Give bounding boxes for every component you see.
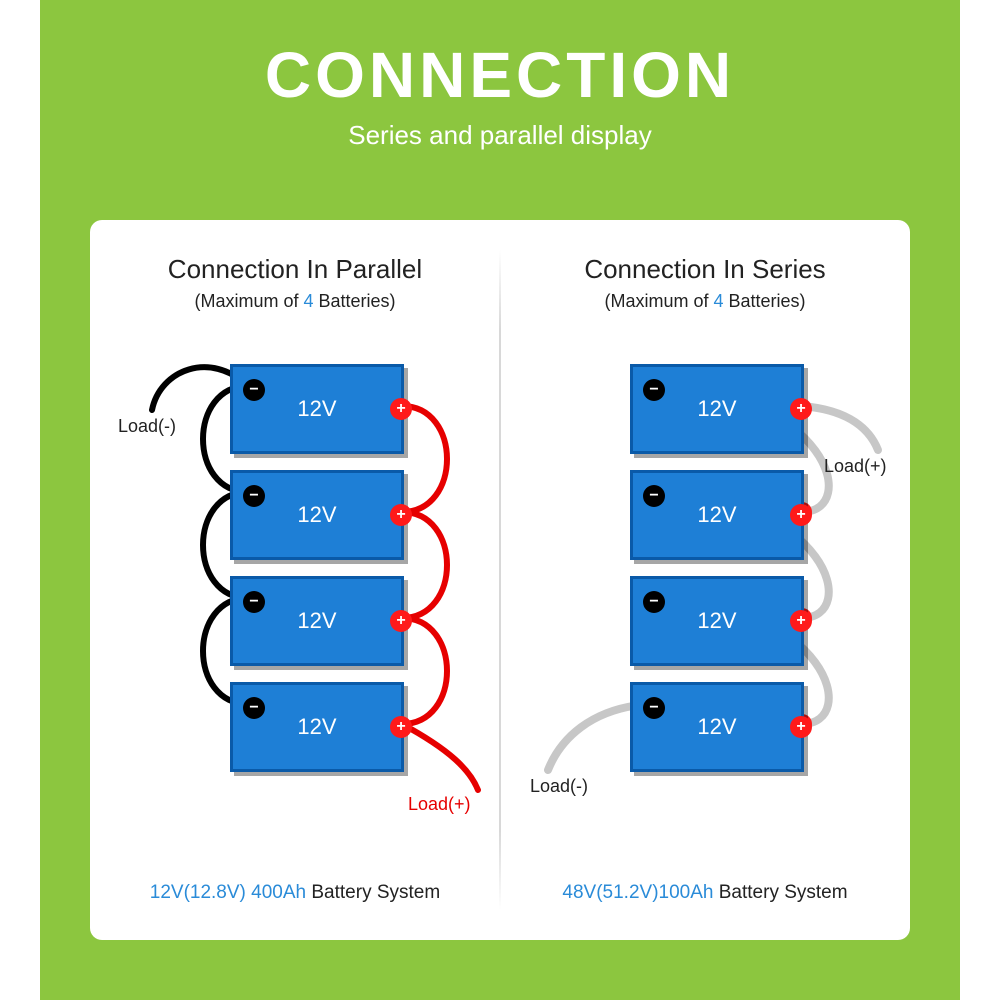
load-pos-label: Load(+) (824, 456, 887, 477)
battery-voltage-label: 12V (297, 608, 336, 633)
neg-terminal-icon: − (243, 379, 265, 401)
battery-cell: 12V − + (230, 470, 404, 560)
panel-series-sub-suffix: Batteries) (724, 291, 806, 311)
parallel-system-spec: 12V(12.8V) 400Ah Battery System (90, 882, 500, 904)
panel-series-sub: (Maximum of 4 Batteries) (500, 291, 910, 312)
card: Connection In Parallel (Maximum of 4 Bat… (90, 220, 910, 940)
battery-voltage-label: 12V (697, 502, 736, 527)
series-system-hl: 48V(51.2V)100Ah (562, 882, 713, 903)
neg-terminal-icon: − (243, 697, 265, 719)
panel-parallel-sub-prefix: (Maximum of (194, 291, 303, 311)
pos-terminal-icon: + (790, 398, 812, 420)
pos-terminal-icon: + (390, 398, 412, 420)
panel-series-title: Connection In Series (500, 254, 910, 285)
pos-terminal-icon: + (390, 504, 412, 526)
pos-terminal-icon: + (790, 716, 812, 738)
neg-terminal-icon: − (243, 485, 265, 507)
parallel-system-hl: 12V(12.8V) 400Ah (150, 882, 306, 903)
pos-terminal-icon: + (790, 610, 812, 632)
battery-voltage-label: 12V (697, 396, 736, 421)
neg-terminal-icon: − (643, 697, 665, 719)
series-system-spec: 48V(51.2V)100Ah Battery System (500, 882, 910, 904)
panel-parallel-sub-count: 4 (303, 291, 313, 311)
panel-series-sub-prefix: (Maximum of (604, 291, 713, 311)
parallel-system-rest: Battery System (306, 882, 440, 903)
battery-cell: 12V − + (230, 576, 404, 666)
neg-terminal-icon: − (643, 591, 665, 613)
panel-parallel-sub-suffix: Batteries) (314, 291, 396, 311)
page-title: CONNECTION (40, 38, 960, 112)
pos-terminal-icon: + (390, 610, 412, 632)
battery-cell: 12V − + (230, 364, 404, 454)
load-neg-label: Load(-) (118, 416, 176, 437)
battery-voltage-label: 12V (697, 714, 736, 739)
neg-terminal-icon: − (643, 379, 665, 401)
neg-terminal-icon: − (243, 591, 265, 613)
battery-cell: 12V − + (230, 682, 404, 772)
page-subtitle: Series and parallel display (40, 120, 960, 151)
load-pos-label: Load(+) (408, 794, 471, 815)
neg-terminal-icon: − (643, 485, 665, 507)
battery-cell: 12V − + (630, 470, 804, 560)
battery-cell: 12V − + (630, 364, 804, 454)
panel-parallel: Connection In Parallel (Maximum of 4 Bat… (90, 220, 500, 940)
panel-series-sub-count: 4 (713, 291, 723, 311)
battery-voltage-label: 12V (297, 396, 336, 421)
pos-terminal-icon: + (390, 716, 412, 738)
panel-parallel-title: Connection In Parallel (90, 254, 500, 285)
series-system-rest: Battery System (713, 882, 847, 903)
battery-voltage-label: 12V (297, 502, 336, 527)
battery-cell: 12V − + (630, 682, 804, 772)
battery-voltage-label: 12V (297, 714, 336, 739)
pos-terminal-icon: + (790, 504, 812, 526)
panel-series: Connection In Series (Maximum of 4 Batte… (500, 220, 910, 940)
outer-frame: CONNECTION Series and parallel display C… (40, 0, 960, 1000)
battery-voltage-label: 12V (697, 608, 736, 633)
panel-parallel-sub: (Maximum of 4 Batteries) (90, 291, 500, 312)
battery-cell: 12V − + (630, 576, 804, 666)
load-neg-label: Load(-) (530, 776, 588, 797)
